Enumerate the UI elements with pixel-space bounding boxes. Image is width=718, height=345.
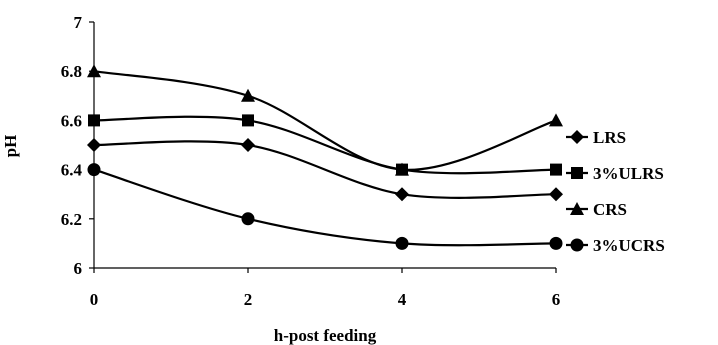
legend-marker — [570, 202, 584, 215]
y-tick-label: 6.4 — [61, 161, 83, 180]
legend-item: 3%UCRS — [566, 236, 665, 255]
series-3-ulrs — [88, 114, 562, 176]
series-3-ucrs — [87, 163, 563, 250]
circle-point — [395, 236, 409, 250]
x-axis-label: h-post feeding — [274, 326, 377, 345]
triangle-point — [549, 113, 563, 127]
legend-label: LRS — [593, 128, 626, 147]
x-tick-label: 4 — [398, 290, 407, 309]
x-tick-label: 2 — [244, 290, 253, 309]
legend-label: CRS — [593, 200, 627, 219]
diamond-point — [241, 138, 255, 152]
diamond-point — [87, 138, 101, 152]
legend-marker — [571, 167, 583, 179]
legend-label: 3%ULRS — [593, 164, 664, 183]
y-tick-labels: 6 6.2 6.4 6.6 6.8 7 — [61, 13, 94, 278]
x-tick-labels: 0 2 4 6 — [90, 268, 561, 309]
x-tick-label: 0 — [90, 290, 99, 309]
legend-marker — [570, 238, 584, 252]
circle-point — [241, 212, 255, 226]
y-tick-label: 6.6 — [61, 111, 82, 130]
triangle-point — [241, 88, 255, 102]
triangle-point — [87, 64, 101, 78]
y-tick-label: 7 — [74, 13, 83, 32]
legend-item: CRS — [566, 200, 627, 219]
series-line — [93, 115, 557, 175]
series-layer — [87, 64, 563, 250]
series-crs — [87, 64, 563, 176]
square-point — [88, 114, 100, 127]
series-line — [93, 70, 557, 171]
circle-point — [549, 236, 563, 250]
diamond-point — [395, 187, 409, 202]
diamond-point — [549, 187, 563, 202]
y-tick-label: 6.2 — [61, 210, 82, 229]
square-point — [242, 114, 254, 127]
circle-point — [87, 163, 101, 177]
legend-item: 3%ULRS — [566, 164, 664, 183]
legend: LRS 3%ULRS CRS 3%UCRS — [566, 128, 665, 255]
square-point — [550, 163, 562, 176]
y-tick-label: 6 — [74, 259, 83, 278]
series-line — [93, 168, 557, 247]
legend-item: LRS — [566, 128, 626, 147]
y-tick-label: 6.8 — [61, 62, 82, 81]
legend-label: 3%UCRS — [593, 236, 665, 255]
legend-marker — [570, 130, 584, 144]
y-axis-label: pH — [1, 135, 20, 158]
triangle-point — [395, 162, 409, 176]
series-lrs — [87, 138, 563, 202]
x-tick-label: 6 — [552, 290, 561, 309]
series-line — [93, 140, 557, 199]
